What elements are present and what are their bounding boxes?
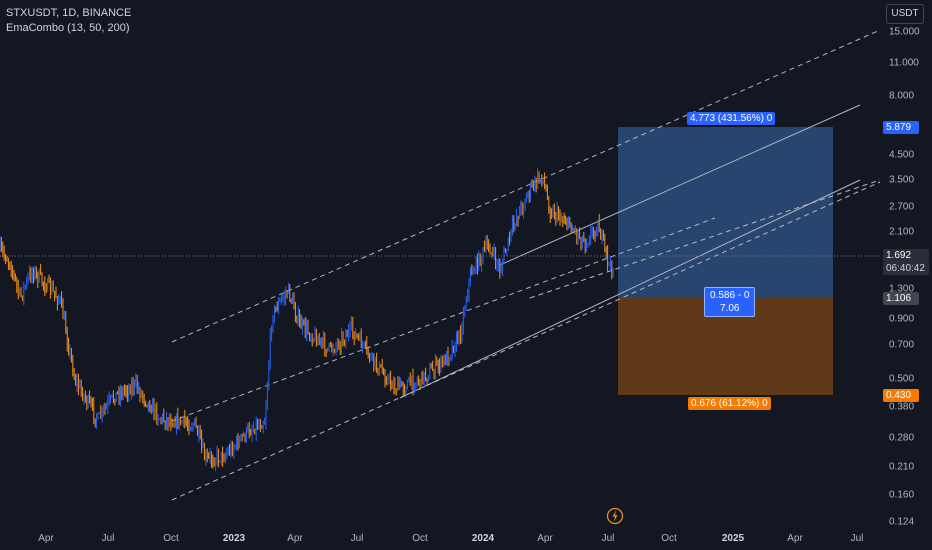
symbol-title[interactable]: STXUSDT, 1D, BINANCE [6, 7, 132, 19]
time-tick: Jul [601, 533, 615, 544]
target-label[interactable]: 4.773 (431.56%) 0 [687, 112, 776, 125]
stop-label[interactable]: 0.676 (61.12%) 0 [688, 397, 771, 410]
price-tick: 2.100 [889, 226, 915, 238]
channel-inner-line[interactable] [529, 179, 881, 299]
time-tick: Oct [661, 533, 677, 544]
time-tick: Oct [163, 533, 179, 544]
last-price-badge: 1.692 [883, 249, 929, 262]
price-tick: 8.000 [889, 90, 915, 102]
indicator-label[interactable]: EmaCombo (13, 50, 200) [6, 22, 130, 34]
price-tick: 15.000 [889, 26, 920, 38]
channel-mid-line[interactable] [171, 217, 716, 422]
time-tick: Jul [101, 533, 115, 544]
price-tick: 11.000 [889, 57, 919, 69]
entry-label-risk: 0.586 - 0 [710, 290, 750, 301]
price-tick: 2.700 [889, 201, 915, 213]
time-tick: Apr [38, 533, 54, 544]
time-tick: Jul [350, 533, 364, 544]
price-tick: 0.124 [889, 516, 915, 528]
trend-line-lower[interactable] [399, 179, 861, 399]
time-tick: Oct [412, 533, 428, 544]
entry-price-badge: 1.106 [883, 292, 919, 305]
price-tick: 0.380 [889, 401, 915, 413]
time-tick: Jul [850, 533, 864, 544]
time-tick: Apr [287, 533, 303, 544]
entry-label-ratio: 7.06 [720, 303, 740, 314]
price-tick: 0.160 [889, 489, 915, 501]
price-tick: 1.300 [889, 283, 915, 295]
lightning-circle-icon[interactable] [606, 507, 624, 525]
target-price-badge: 5.879 [883, 121, 919, 134]
trend-line-upper[interactable] [499, 104, 861, 266]
chart-legend: STXUSDT, 1D, BINANCE EmaCombo (13, 50, 2… [6, 6, 131, 36]
price-tick: 0.500 [889, 373, 915, 385]
price-tick: 0.210 [889, 461, 915, 473]
stop-price-badge: 0.430 [883, 389, 919, 402]
price-tick: 3.500 [889, 174, 915, 186]
price-tick: 0.280 [889, 432, 915, 444]
price-tick: 0.700 [889, 339, 915, 351]
time-tick: Apr [787, 533, 803, 544]
time-tick: 2025 [721, 533, 745, 544]
currency-unit-button[interactable]: USDT [886, 4, 924, 24]
channel-lower-line[interactable] [171, 181, 881, 501]
price-tick: 4.500 [889, 149, 915, 161]
price-tick: 0.900 [889, 313, 915, 325]
time-tick: 2024 [471, 533, 495, 544]
time-tick: Apr [537, 533, 553, 544]
entry-label[interactable]: 0.586 - 0 7.06 [704, 287, 756, 317]
time-tick: 2023 [222, 533, 246, 544]
countdown-badge: 06:40:42 [883, 262, 929, 275]
profit-zone[interactable] [618, 127, 833, 298]
